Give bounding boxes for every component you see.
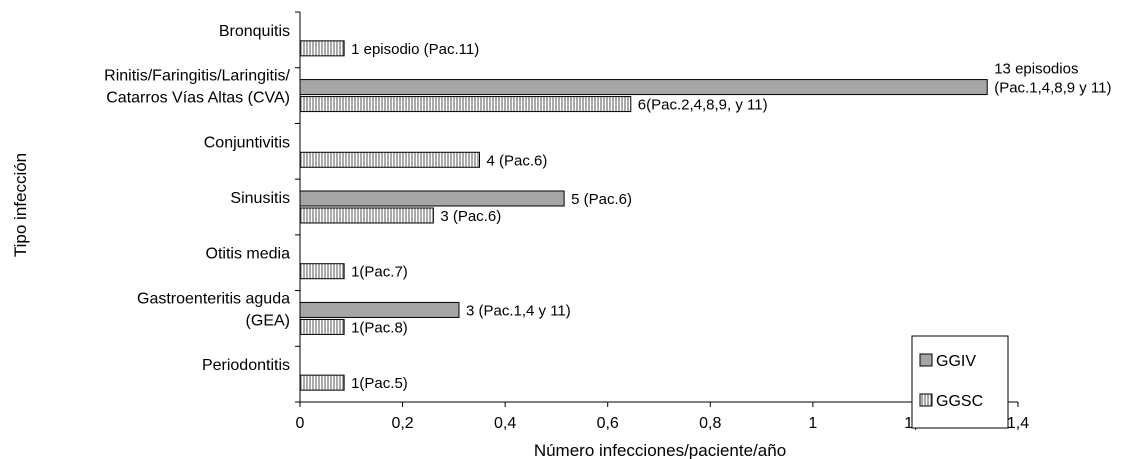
x-tick-label: 0,4: [494, 415, 516, 432]
bar-ggsc: [299, 207, 434, 224]
bar-ggiv: [299, 79, 988, 96]
x-tick-label: 1,4: [1007, 415, 1029, 432]
axes: [295, 11, 1018, 403]
x-tick-label: 1: [808, 415, 817, 432]
legend-box: [911, 335, 1009, 429]
x-tick-label: 0,2: [391, 415, 413, 432]
data-label: (Pac.1,4,8,9 y 11): [994, 80, 1111, 97]
legend: GGIV GGSC: [911, 335, 1009, 429]
bar-ggsc: [299, 40, 345, 57]
category-label: Periodontitis: [202, 357, 290, 374]
bar-ggsc: [299, 318, 345, 335]
data-label: 6(Pac.2,4,8,9, y 11): [638, 97, 768, 114]
x-axis-title: Número infecciones/paciente/año: [534, 441, 786, 459]
category-labels: Bronquitis Rinitis/Faringitis/Laringitis/…: [104, 23, 290, 374]
category-label: (GEA): [246, 312, 290, 329]
bar-ggiv: [299, 190, 565, 207]
x-tick-label: 0,6: [597, 415, 619, 432]
bar-labels: 1 episodio (Pac.11) 13 episodios (Pac.1,4,…: [351, 41, 1111, 392]
data-label: 4 (Pac.6): [487, 152, 548, 169]
category-label: Bronquitis: [219, 23, 290, 40]
bar-ggsc: [299, 374, 345, 391]
data-label: 1 episodio (Pac.11): [351, 41, 479, 58]
bar-ggsc: [299, 263, 345, 280]
data-label: 3 (Pac.1,4 y 11): [466, 302, 571, 319]
data-label: 13 episodios: [994, 61, 1078, 78]
legend-label: GGIV: [936, 353, 976, 370]
category-label: Gastroenteritis aguda: [137, 290, 290, 307]
data-label: 5 (Pac.6): [571, 191, 632, 208]
x-tick-label: 0,8: [699, 415, 721, 432]
legend-swatch-ggiv: [919, 353, 933, 367]
data-label: 1(Pac.5): [351, 375, 408, 392]
bar-ggsc: [299, 151, 480, 168]
data-label: 1(Pac.7): [351, 264, 408, 281]
bars: [299, 40, 988, 391]
x-tick-label: 0: [296, 415, 305, 432]
category-label: Rinitis/Faringitis/Laringitis/: [104, 68, 290, 85]
category-label: Otitis media: [206, 246, 291, 263]
legend-label: GGSC: [936, 393, 983, 410]
y-axis-title: Tipo infección: [11, 153, 30, 257]
bar-ggiv: [299, 301, 460, 318]
category-label: Sinusitis: [230, 190, 290, 207]
data-label: 3 (Pac.6): [440, 208, 501, 225]
bar-ggsc: [299, 96, 632, 113]
legend-swatch-ggsc: [919, 393, 933, 407]
category-label: Catarros Vías Altas (CVA): [106, 90, 290, 107]
data-label: 1(Pac.8): [351, 319, 408, 336]
category-label: Conjuntivitis: [204, 134, 290, 151]
